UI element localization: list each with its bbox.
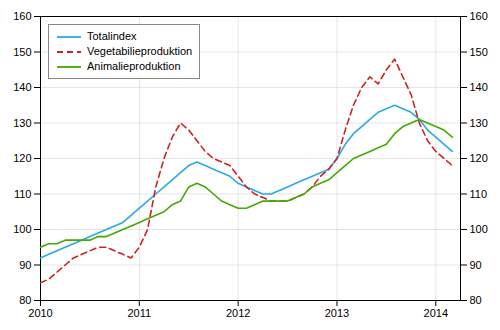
- svg-text:150: 150: [13, 46, 31, 58]
- svg-text:150: 150: [470, 46, 488, 58]
- svg-text:80: 80: [470, 294, 482, 306]
- svg-text:80: 80: [19, 294, 31, 306]
- html-text:Vegetabilieproduktion: Vegetabilieproduktion: [87, 45, 193, 57]
- svg-text:90: 90: [470, 259, 482, 271]
- svg-text:2011: 2011: [127, 307, 151, 319]
- svg-text:110: 110: [470, 188, 488, 200]
- svg-text:120: 120: [13, 152, 31, 164]
- svg-text:120: 120: [470, 152, 488, 164]
- svg-text:2010: 2010: [28, 307, 52, 319]
- svg-text:140: 140: [470, 81, 488, 93]
- svg-text:160: 160: [470, 10, 488, 22]
- html-text:Animalieproduktion: Animalieproduktion: [87, 60, 181, 72]
- svg-text:90: 90: [19, 259, 31, 271]
- svg-text:130: 130: [13, 117, 31, 129]
- svg-text:110: 110: [14, 188, 32, 200]
- svg-text:160: 160: [13, 10, 31, 22]
- html-text:Totalindex: Totalindex: [87, 30, 137, 42]
- svg-text:2014: 2014: [424, 307, 448, 319]
- svg-text:100: 100: [470, 223, 488, 235]
- svg-text:130: 130: [470, 117, 488, 129]
- svg-text:2013: 2013: [325, 307, 349, 319]
- svg-text:2012: 2012: [226, 307, 250, 319]
- svg-text:140: 140: [13, 81, 31, 93]
- svg-text:100: 100: [13, 223, 31, 235]
